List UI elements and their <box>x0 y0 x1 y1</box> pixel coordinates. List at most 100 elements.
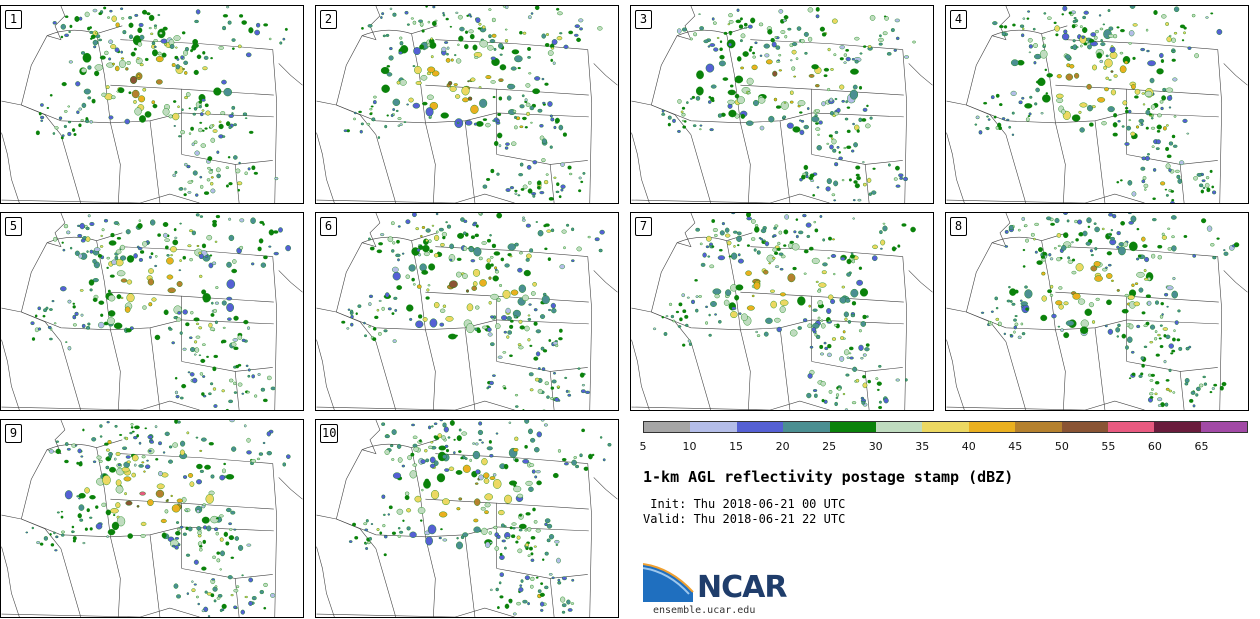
reflectivity-cell <box>185 509 188 512</box>
reflectivity-cell <box>107 439 112 445</box>
reflectivity-cell <box>206 234 213 241</box>
reflectivity-cell <box>1191 13 1196 18</box>
reflectivity-cell <box>1149 324 1156 330</box>
reflectivity-cell <box>247 167 251 171</box>
reflectivity-cell <box>506 95 512 101</box>
reflectivity-cell <box>215 517 219 520</box>
reflectivity-cell <box>492 479 502 489</box>
state-border <box>46 213 66 248</box>
reflectivity-cell <box>473 247 482 257</box>
reflectivity-cell <box>180 130 185 135</box>
reflectivity-cell <box>504 263 510 268</box>
reflectivity-cell <box>498 581 502 585</box>
reflectivity-cell <box>341 320 346 324</box>
reflectivity-cell <box>1001 117 1006 121</box>
reflectivity-cell <box>904 55 910 59</box>
state-borders <box>316 213 618 410</box>
reflectivity-cell <box>1028 44 1033 49</box>
reflectivity-cell <box>1198 383 1204 388</box>
reflectivity-cell <box>828 294 834 300</box>
reflectivity-cell <box>179 259 182 263</box>
reflectivity-cell <box>475 17 481 24</box>
reflectivity-cell <box>1071 270 1077 275</box>
reflectivity-cells <box>661 7 916 202</box>
reflectivity-cell <box>546 538 551 543</box>
reflectivity-cell <box>1124 106 1129 110</box>
reflectivity-cell <box>85 325 91 330</box>
reflectivity-cell <box>1166 285 1174 291</box>
reflectivity-cell <box>526 164 532 170</box>
state-border <box>361 213 381 248</box>
reflectivity-cell <box>778 69 783 72</box>
reflectivity-cell <box>98 12 103 16</box>
reflectivity-cell <box>462 464 471 473</box>
reflectivity-cell <box>237 382 243 387</box>
reflectivity-cell <box>1129 6 1136 9</box>
reflectivity-cell <box>736 56 742 62</box>
reflectivity-cell <box>82 541 86 545</box>
reflectivity-cell <box>196 244 200 247</box>
reflectivity-cell <box>405 219 411 225</box>
reflectivity-cell <box>1019 299 1023 302</box>
panel-number: 3 <box>635 10 652 29</box>
reflectivity-cell <box>238 544 244 551</box>
reflectivity-cell <box>386 65 391 68</box>
reflectivity-cell <box>1135 125 1140 129</box>
reflectivity-cell <box>839 57 844 61</box>
reflectivity-cell <box>1172 77 1178 82</box>
reflectivity-cell <box>72 305 76 309</box>
state-border <box>464 534 476 617</box>
reflectivity-cell <box>529 463 535 467</box>
reflectivity-cell <box>365 547 369 550</box>
reflectivity-cell <box>210 593 215 598</box>
reflectivity-cell <box>463 231 467 235</box>
reflectivity-cell <box>1023 224 1028 228</box>
reflectivity-cell <box>115 451 121 456</box>
reflectivity-cell <box>1082 230 1088 237</box>
reflectivity-cell <box>527 554 531 558</box>
reflectivity-cell <box>760 228 767 234</box>
reflectivity-cell <box>184 162 188 167</box>
reflectivity-cell <box>567 393 572 397</box>
reflectivity-cell <box>193 140 198 144</box>
reflectivity-cell <box>92 8 98 13</box>
reflectivity-cells <box>35 6 288 197</box>
state-border <box>991 25 1068 36</box>
reflectivity-cell <box>79 289 84 292</box>
reflectivity-cell <box>829 97 834 103</box>
reflectivity-cell <box>689 37 693 41</box>
reflectivity-cell <box>760 238 764 241</box>
reflectivity-cell <box>58 116 63 120</box>
state-border <box>336 104 426 124</box>
reflectivity-cell <box>527 338 531 342</box>
reflectivity-cell <box>467 80 470 83</box>
reflectivity-cell <box>688 342 693 346</box>
reflectivity-cell <box>397 124 401 127</box>
reflectivity-cell <box>1154 392 1158 396</box>
reflectivity-cell <box>1171 37 1176 43</box>
reflectivity-cells <box>341 213 605 410</box>
reflectivity-cell <box>89 516 93 519</box>
reflectivity-cell <box>221 79 227 85</box>
state-border <box>1223 270 1248 293</box>
reflectivity-cell <box>487 332 493 337</box>
reflectivity-cell <box>1128 42 1132 45</box>
reflectivity-cell <box>381 12 385 16</box>
reflectivity-cell <box>115 479 122 487</box>
reflectivity-cell <box>527 527 532 532</box>
reflectivity-cell <box>372 337 377 342</box>
reflectivity-cell <box>209 327 216 331</box>
reflectivity-cell <box>49 94 53 97</box>
reflectivity-cell <box>441 46 447 52</box>
reflectivity-cell <box>539 601 545 607</box>
reflectivity-cell <box>667 122 671 127</box>
reflectivity-cell <box>225 541 230 546</box>
reflectivity-cell <box>1221 381 1227 387</box>
reflectivity-cell <box>519 251 523 255</box>
reflectivity-cell <box>1138 118 1145 124</box>
panel-number: 6 <box>320 217 337 236</box>
reflectivity-cell <box>1171 245 1177 252</box>
reflectivity-cell <box>843 146 847 150</box>
reflectivity-cell <box>1166 154 1172 159</box>
reflectivity-cell <box>201 609 205 613</box>
